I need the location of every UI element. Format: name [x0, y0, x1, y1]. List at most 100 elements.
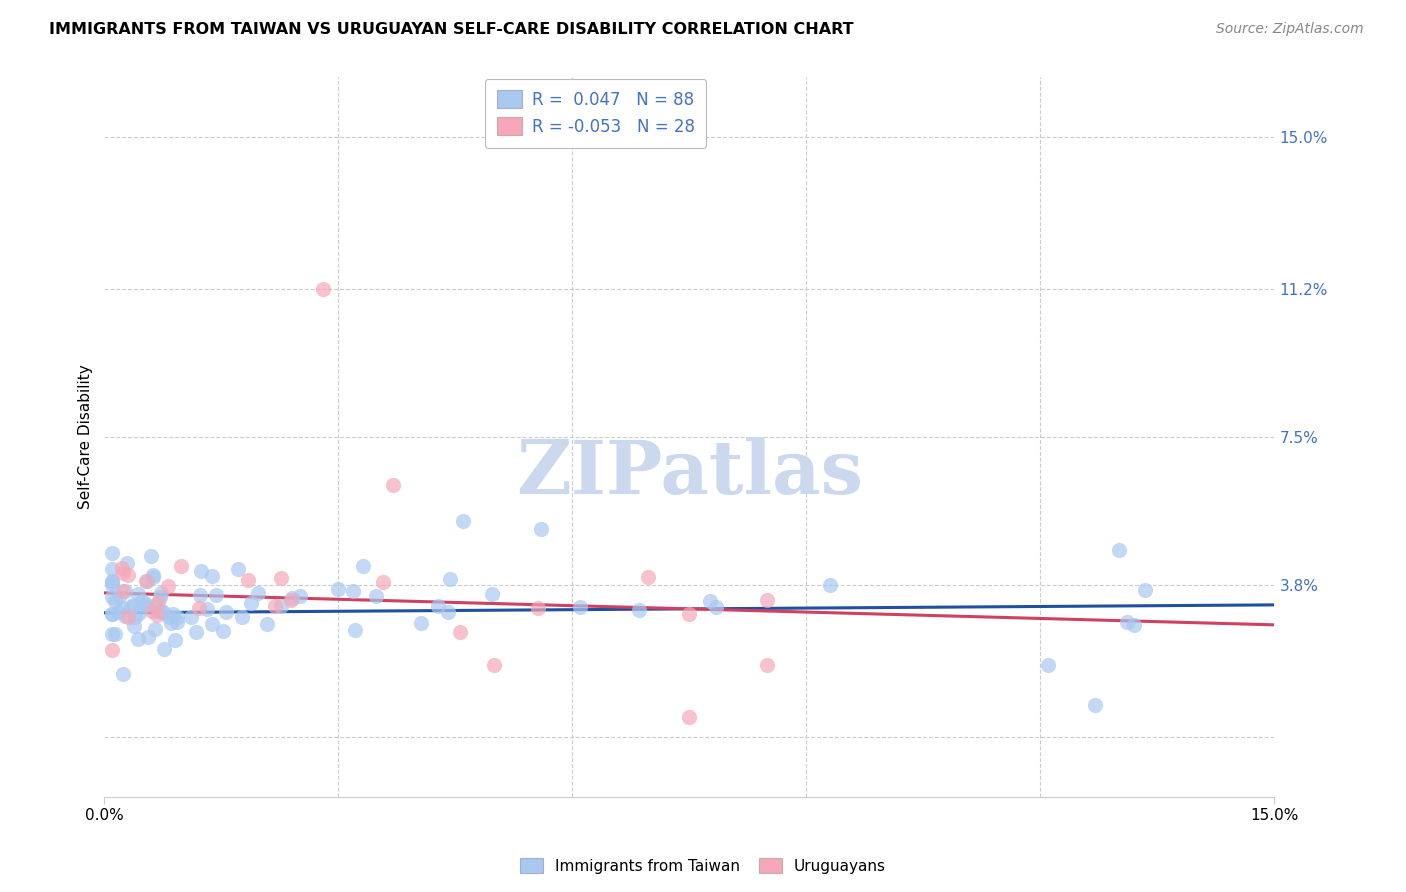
Point — [195, 602, 218, 616]
Point — [166, 615, 188, 630]
Point — [122, 618, 145, 632]
Point — [290, 590, 312, 604]
Point — [141, 604, 163, 618]
Point — [111, 667, 134, 681]
Legend: Immigrants from Taiwan, Uruguayans: Immigrants from Taiwan, Uruguayans — [515, 852, 891, 880]
Point — [484, 657, 506, 672]
Point — [411, 616, 433, 631]
Point — [704, 600, 727, 615]
Point — [270, 571, 292, 585]
Point — [280, 593, 302, 607]
Point — [166, 610, 188, 624]
Point — [117, 609, 139, 624]
Point — [699, 594, 721, 608]
Point — [145, 599, 167, 614]
Point — [117, 568, 139, 582]
Point — [451, 514, 474, 528]
Point — [149, 586, 172, 600]
Point — [236, 573, 259, 587]
Point — [1135, 583, 1157, 598]
Point — [139, 549, 162, 563]
Point — [110, 600, 132, 615]
Point — [104, 594, 127, 608]
Point — [114, 584, 136, 599]
Point — [111, 584, 134, 599]
Point — [818, 578, 841, 592]
Point — [115, 556, 138, 570]
Point — [364, 589, 387, 603]
Point — [678, 607, 700, 621]
Point — [127, 587, 149, 601]
Point — [134, 599, 156, 614]
Point — [312, 282, 335, 296]
Point — [373, 575, 395, 590]
Point — [120, 599, 142, 614]
Point — [240, 596, 263, 610]
Point — [204, 588, 226, 602]
Point — [342, 583, 364, 598]
Point — [101, 607, 124, 621]
Point — [247, 586, 270, 600]
Point — [427, 599, 450, 614]
Point — [530, 522, 553, 536]
Point — [1084, 698, 1107, 712]
Point — [1038, 657, 1060, 672]
Point — [135, 574, 157, 589]
Text: ZIPatlas: ZIPatlas — [516, 436, 863, 509]
Point — [637, 570, 659, 584]
Point — [150, 605, 173, 619]
Point — [437, 605, 460, 619]
Point — [124, 610, 146, 624]
Point — [104, 627, 127, 641]
Point — [145, 622, 167, 636]
Point — [128, 606, 150, 620]
Point — [756, 657, 779, 672]
Point — [135, 574, 157, 588]
Point — [215, 605, 238, 619]
Point — [131, 593, 153, 607]
Point — [101, 562, 124, 576]
Point — [1123, 618, 1146, 632]
Point — [101, 574, 124, 589]
Point — [263, 599, 285, 614]
Point — [226, 562, 249, 576]
Point — [184, 624, 207, 639]
Point — [101, 627, 124, 641]
Point — [201, 616, 224, 631]
Text: Source: ZipAtlas.com: Source: ZipAtlas.com — [1216, 22, 1364, 37]
Point — [188, 601, 211, 615]
Point — [256, 616, 278, 631]
Point — [101, 546, 124, 560]
Point — [439, 572, 461, 586]
Point — [152, 606, 174, 620]
Point — [127, 632, 149, 647]
Point — [111, 561, 134, 575]
Point — [678, 710, 700, 724]
Point — [281, 591, 304, 605]
Point — [628, 603, 651, 617]
Point — [142, 570, 165, 584]
Point — [162, 607, 184, 621]
Point — [1108, 542, 1130, 557]
Point — [449, 624, 471, 639]
Point — [153, 641, 176, 656]
Point — [165, 632, 187, 647]
Point — [101, 643, 124, 657]
Point — [107, 605, 129, 619]
Point — [481, 587, 503, 601]
Point — [190, 564, 212, 578]
Point — [201, 569, 224, 583]
Y-axis label: Self-Care Disability: Self-Care Disability — [79, 365, 93, 509]
Point — [101, 578, 124, 592]
Point — [156, 579, 179, 593]
Legend: R =  0.047   N = 88, R = -0.053   N = 28: R = 0.047 N = 88, R = -0.053 N = 28 — [485, 78, 706, 147]
Point — [135, 597, 157, 611]
Point — [145, 607, 167, 622]
Point — [146, 595, 169, 609]
Point — [111, 566, 134, 580]
Point — [114, 608, 136, 623]
Point — [326, 582, 349, 596]
Point — [568, 599, 591, 614]
Point — [270, 599, 292, 613]
Point — [107, 590, 129, 604]
